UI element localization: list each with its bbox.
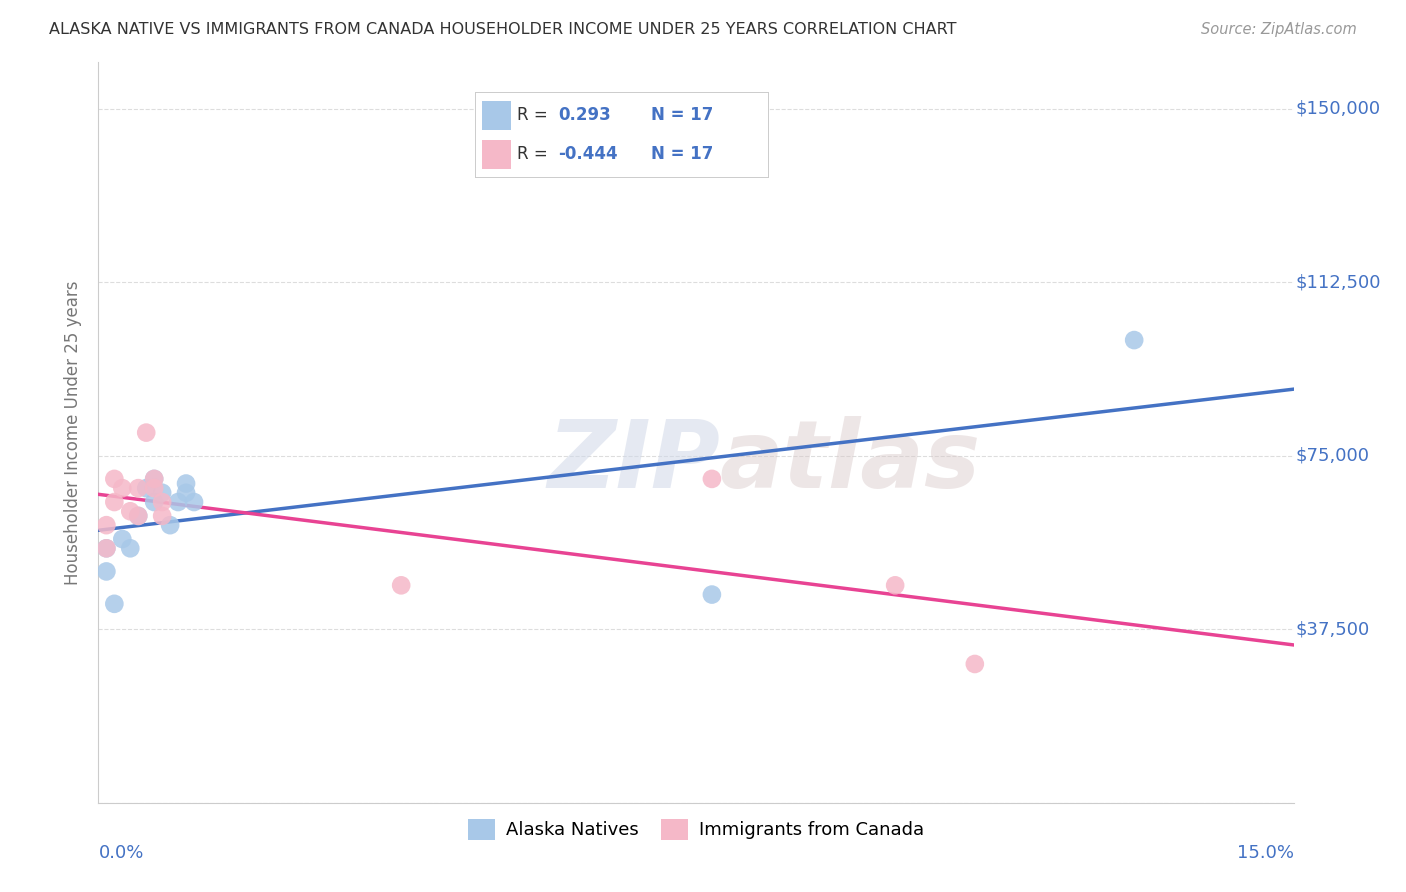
Point [103,472,125,486]
Point [127,508,149,523]
Text: Source: ZipAtlas.com: Source: ZipAtlas.com [1201,22,1357,37]
Point [127,481,149,495]
Point [884,578,907,592]
Point [143,472,166,486]
Text: ZIP: ZIP [547,417,720,508]
Point [135,425,157,440]
Point [143,472,166,486]
Point [150,495,173,509]
Point [183,495,205,509]
Point [96,518,118,533]
Point [120,541,142,556]
Point [700,588,723,602]
Text: 0.0%: 0.0% [98,844,143,862]
Point [700,472,723,486]
Point [150,485,173,500]
Y-axis label: Householder Income Under 25 years: Householder Income Under 25 years [65,280,83,585]
Legend: Alaska Natives, Immigrants from Canada: Alaska Natives, Immigrants from Canada [461,812,931,847]
Point [96,541,118,556]
Point [111,481,134,495]
Point [120,504,142,518]
Text: ALASKA NATIVE VS IMMIGRANTS FROM CANADA HOUSEHOLDER INCOME UNDER 25 YEARS CORREL: ALASKA NATIVE VS IMMIGRANTS FROM CANADA … [49,22,956,37]
Point [1123,333,1146,347]
Point [150,508,173,523]
Point [174,476,197,491]
Text: $75,000: $75,000 [1296,447,1369,465]
Point [135,481,157,495]
Point [96,541,118,556]
Point [167,495,190,509]
Text: $112,500: $112,500 [1296,273,1382,291]
Text: atlas: atlas [720,417,981,508]
Point [103,597,125,611]
Point [143,481,166,495]
Point [963,657,986,671]
Text: $37,500: $37,500 [1296,620,1371,639]
Point [103,495,125,509]
Text: 15.0%: 15.0% [1236,844,1294,862]
Point [389,578,412,592]
Point [159,518,181,533]
Point [127,508,149,523]
Text: $150,000: $150,000 [1296,100,1381,118]
Point [96,565,118,579]
Point [111,532,134,546]
Point [143,495,166,509]
Point [174,485,197,500]
